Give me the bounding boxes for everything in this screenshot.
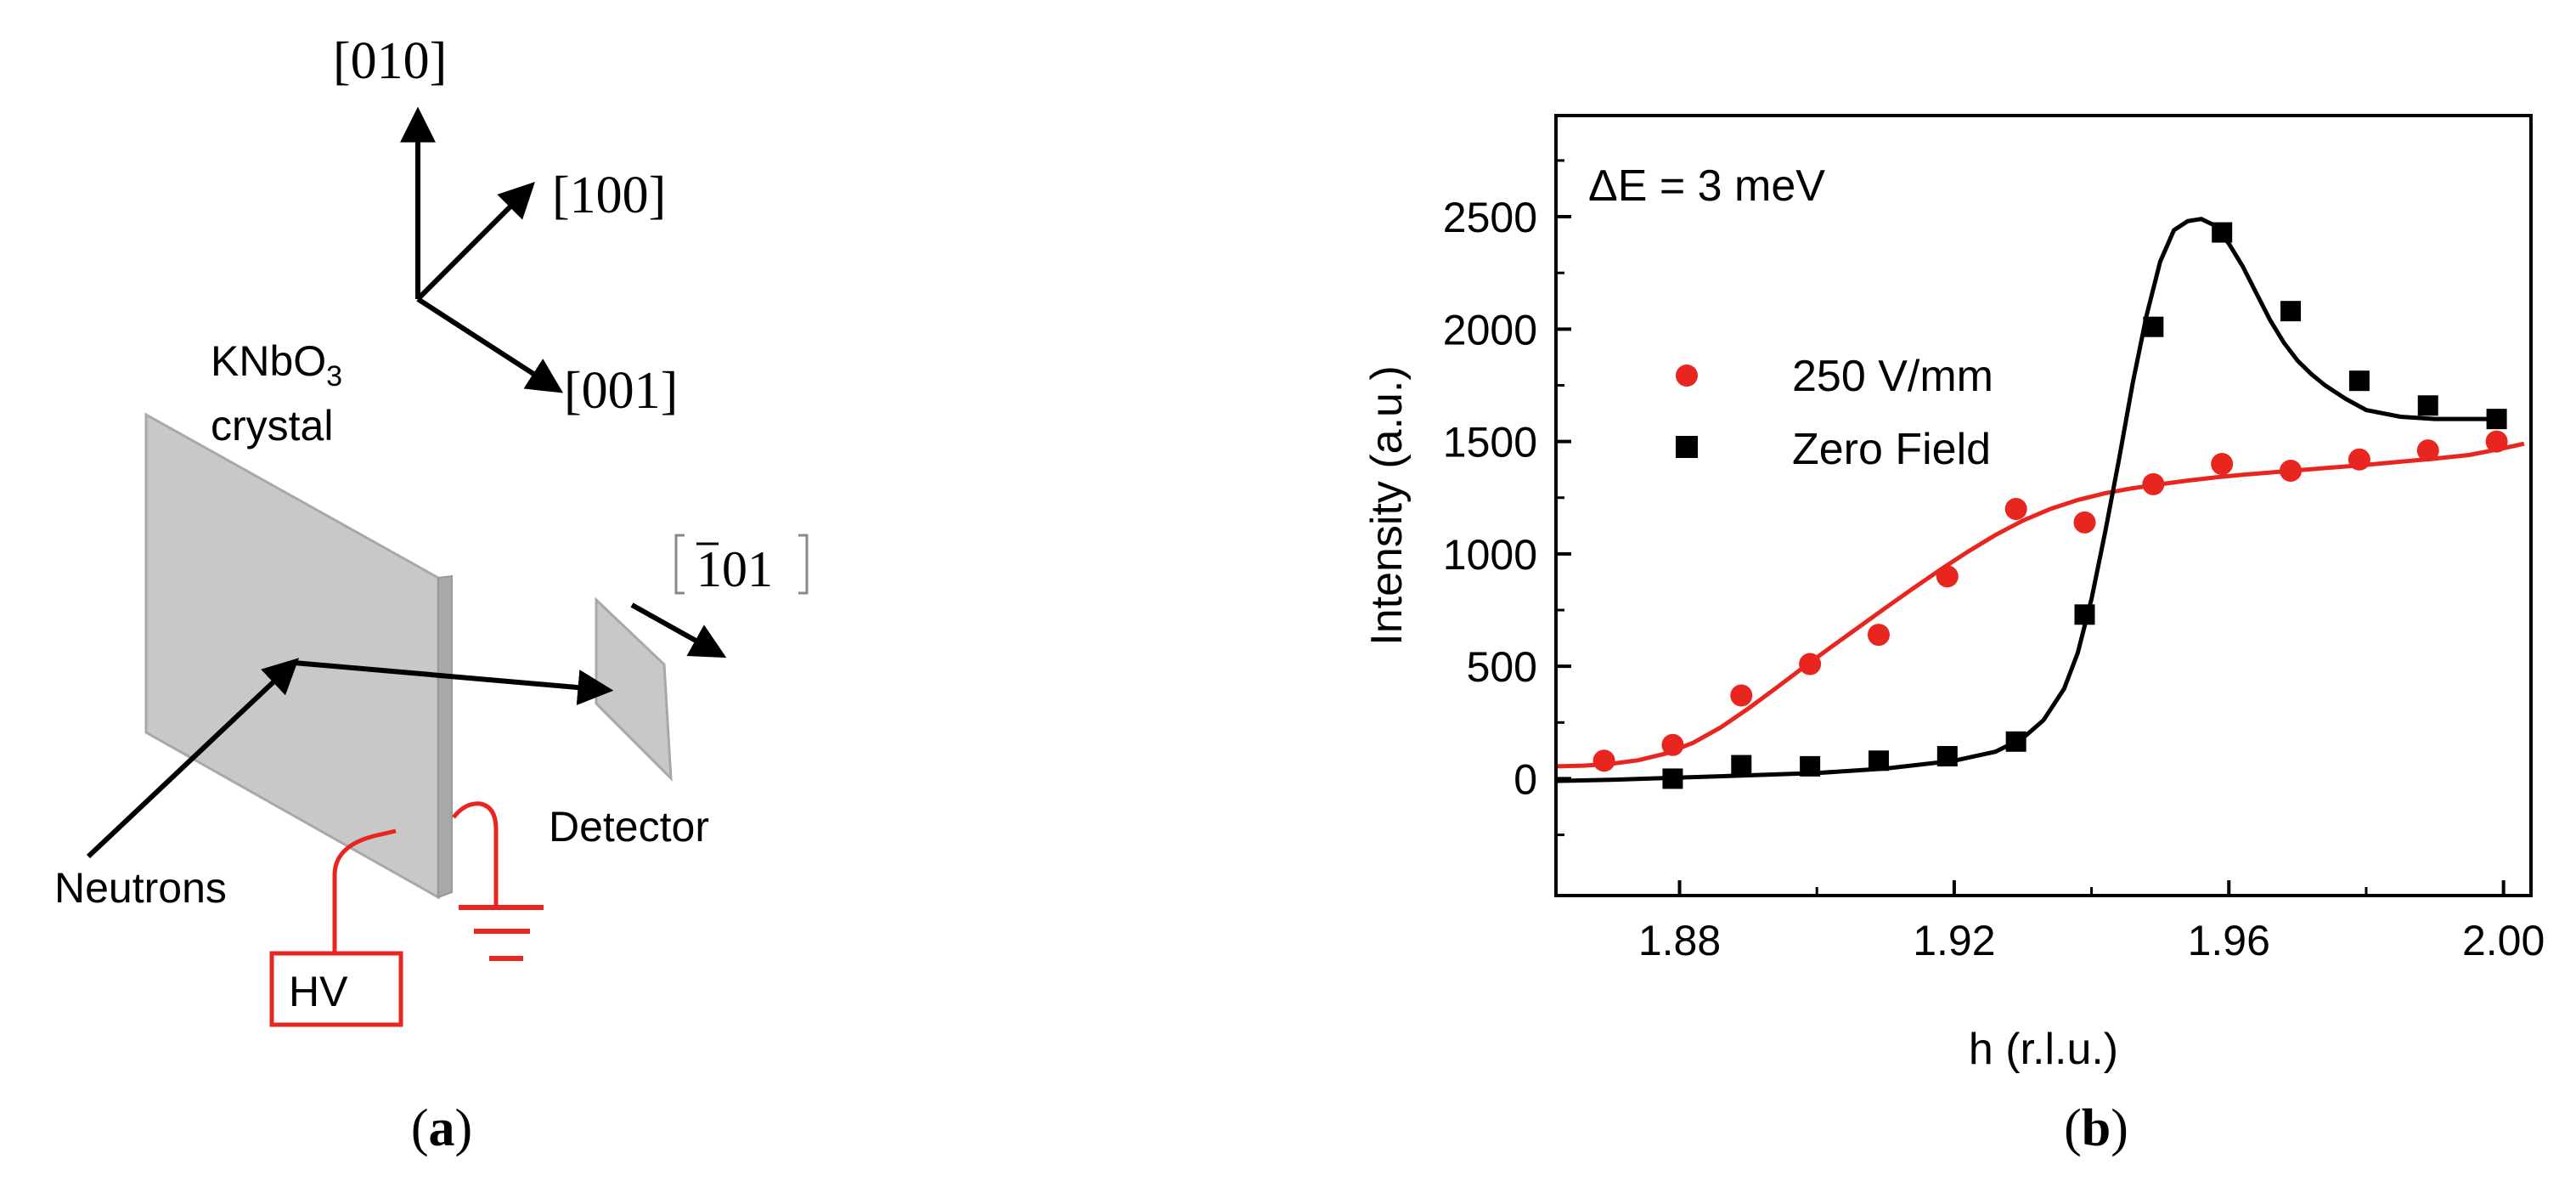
point-zero-field	[2417, 395, 2438, 416]
fit-line-250vmm	[1555, 441, 2525, 769]
axes-triad	[400, 106, 564, 393]
hv-circuit: HV	[269, 801, 544, 1027]
point-250vmm	[2211, 453, 2234, 476]
axis-001-label: [001]	[564, 362, 678, 420]
axis-m101-label: 101	[674, 534, 809, 597]
axis-010-label: [010]	[333, 32, 447, 90]
point-250vmm	[2073, 511, 2096, 534]
incident-beam-arrow	[86, 658, 300, 859]
x-ticks: 1.88 1.92 1.96 2.00	[1638, 880, 2545, 964]
scattered-beam-arrow	[293, 660, 614, 706]
legend-marker-zero-field	[1676, 436, 1698, 458]
axis-100-arrow	[415, 182, 535, 302]
point-250vmm	[1799, 653, 1822, 675]
legend-label-zero-field: Zero Field	[1792, 425, 1991, 474]
annotation-delta-e: ΔE = 3 meV	[1588, 161, 1825, 211]
x-tick-label: 2.00	[2462, 917, 2545, 964]
y-ticks: 0 500 1000 1500 2000 2500	[1443, 159, 1571, 837]
crystal-word: crystal	[211, 402, 333, 449]
hv-box	[269, 951, 403, 1027]
point-zero-field	[2074, 604, 2095, 625]
point-250vmm	[2280, 459, 2303, 482]
panel-b-label: (b)	[2064, 1099, 2128, 1157]
point-zero-field	[2143, 316, 2164, 337]
y-tick-label: 1000	[1443, 531, 1537, 579]
legend-label-250vmm: 250 V/mm	[1792, 352, 1993, 401]
point-250vmm	[2004, 497, 2027, 520]
crystal-formula: KNbO3	[211, 337, 342, 393]
legend-marker-250vmm	[1676, 365, 1698, 387]
point-250vmm	[1936, 565, 1959, 588]
x-axis-label: h (r.l.u.)	[1969, 1025, 2118, 1074]
y-axis-label: Intensity (a.u.)	[1362, 365, 1412, 645]
point-250vmm	[2416, 439, 2439, 462]
data-points	[1592, 222, 2508, 789]
hv-label: HV	[289, 968, 348, 1015]
plot-frame	[1554, 114, 2533, 897]
x-tick-label: 1.88	[1638, 917, 1721, 964]
y-tick-label: 2500	[1443, 194, 1537, 241]
detector-plate	[595, 596, 673, 782]
y-tick-label: 1500	[1443, 419, 1537, 466]
detector-label: Detector	[549, 803, 709, 851]
point-zero-field	[1731, 755, 1752, 776]
point-zero-field	[1868, 750, 1889, 772]
legend: 250 V/mm Zero Field	[1676, 352, 1993, 474]
svg-text:101: 101	[696, 541, 773, 597]
x-tick-label: 1.96	[2188, 917, 2270, 964]
neutrons-label: Neutrons	[54, 864, 227, 912]
point-zero-field	[1800, 755, 1821, 777]
point-250vmm	[1867, 624, 1890, 647]
axis-m101-arrow	[630, 602, 727, 659]
ground-wire	[452, 801, 499, 907]
hv-wire	[332, 828, 397, 955]
axis-100-label: [100]	[552, 167, 666, 224]
point-zero-field	[2486, 409, 2507, 430]
point-250vmm	[1661, 733, 1684, 756]
point-zero-field	[2348, 370, 2370, 392]
y-tick-label: 0	[1513, 755, 1537, 803]
y-tick-label: 500	[1467, 643, 1537, 691]
fit-curves	[1555, 217, 2525, 783]
point-zero-field	[1662, 768, 1683, 789]
axis-001-arrow	[416, 297, 564, 393]
point-zero-field	[1936, 745, 1958, 766]
point-250vmm	[2142, 472, 2165, 495]
point-250vmm	[1592, 749, 1615, 772]
x-tick-label: 1.92	[1913, 917, 1995, 964]
intensity-chart: 1.88 1.92 1.96 2.00 0 500 1000 1500 2000 2500 ΔE…	[1362, 114, 2545, 1157]
point-250vmm	[2485, 430, 2508, 453]
crystal-plate	[144, 412, 453, 900]
y-tick-label: 2000	[1443, 306, 1537, 353]
point-250vmm	[1730, 684, 1753, 707]
point-zero-field	[2212, 222, 2233, 243]
point-250vmm	[2348, 448, 2370, 471]
setup-diagram: [010] [100] [001] KNbO3 crystal 101 Dete…	[54, 32, 809, 1157]
panel-a-label: (a)	[411, 1099, 472, 1157]
point-zero-field	[2005, 731, 2026, 752]
point-zero-field	[2280, 301, 2302, 322]
fit-line-zero-field	[1555, 217, 2504, 783]
